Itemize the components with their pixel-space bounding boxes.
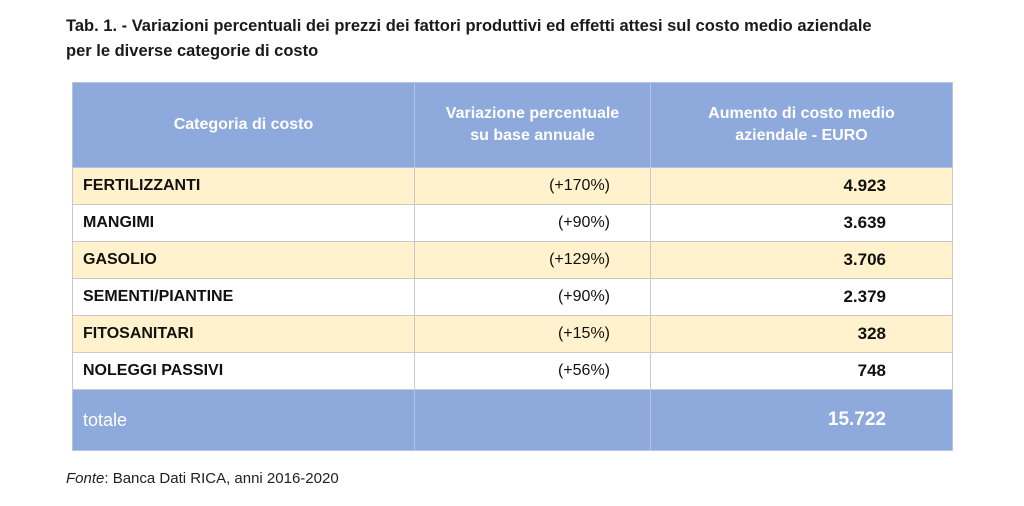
row-cost: 4.923 xyxy=(650,167,953,205)
row-category: GASOLIO xyxy=(72,241,415,279)
row-variation: (+90%) xyxy=(414,278,651,316)
source-note: Fonte: Banca Dati RICA, anni 2016-2020 xyxy=(66,470,339,487)
header-cost: Aumento di costo medio aziendale - EURO xyxy=(650,82,953,168)
row-variation: (+170%) xyxy=(414,167,651,205)
total-variation xyxy=(414,389,651,451)
row-category: FERTILIZZANTI xyxy=(72,167,415,205)
header-category: Categoria di costo xyxy=(72,82,415,168)
row-variation: (+90%) xyxy=(414,204,651,242)
row-cost: 3.706 xyxy=(650,241,953,279)
row-category: NOLEGGI PASSIVI xyxy=(72,352,415,390)
header-category-label: Categoria di costo xyxy=(173,116,314,133)
header-cost-line-2: aziendale - EURO xyxy=(735,127,868,144)
row-category: SEMENTI/PIANTINE xyxy=(72,278,415,316)
table-header-row: Categoria di costo Variazione percentual… xyxy=(72,82,953,168)
row-cost: 328 xyxy=(650,315,953,353)
header-variation: Variazione percentuale su base annuale xyxy=(414,82,651,168)
source-lead: Fonte xyxy=(66,470,105,487)
header-cost-line-1: Aumento di costo medio xyxy=(708,105,895,122)
caption-line-1: Tab. 1. - Variazioni percentuali dei pre… xyxy=(66,17,872,35)
header-variation-line-1: Variazione percentuale xyxy=(445,105,620,122)
row-cost: 748 xyxy=(650,352,953,390)
total-cost: 15.722 xyxy=(650,389,953,451)
table-row: GASOLIO (+129%) 3.706 xyxy=(72,241,953,279)
table-row: MANGIMI (+90%) 3.639 xyxy=(72,204,953,242)
total-label: totale xyxy=(72,389,415,451)
total-row: totale 15.722 xyxy=(72,389,953,451)
cost-table: Categoria di costo Variazione percentual… xyxy=(72,82,953,451)
table-row: NOLEGGI PASSIVI (+56%) 748 xyxy=(72,352,953,390)
table-row: SEMENTI/PIANTINE (+90%) 2.379 xyxy=(72,278,953,316)
table-caption: Tab. 1. - Variazioni percentuali dei pre… xyxy=(66,14,986,64)
row-cost: 3.639 xyxy=(650,204,953,242)
table-row: FERTILIZZANTI (+170%) 4.923 xyxy=(72,167,953,205)
header-variation-line-2: su base annuale xyxy=(470,127,595,144)
row-cost: 2.379 xyxy=(650,278,953,316)
row-category: MANGIMI xyxy=(72,204,415,242)
row-variation: (+15%) xyxy=(414,315,651,353)
source-text: : Banca Dati RICA, anni 2016-2020 xyxy=(104,470,339,487)
row-variation: (+129%) xyxy=(414,241,651,279)
table-row: FITOSANITARI (+15%) 328 xyxy=(72,315,953,353)
row-category: FITOSANITARI xyxy=(72,315,415,353)
caption-line-2: per le diverse categorie di costo xyxy=(66,42,319,60)
row-variation: (+56%) xyxy=(414,352,651,390)
